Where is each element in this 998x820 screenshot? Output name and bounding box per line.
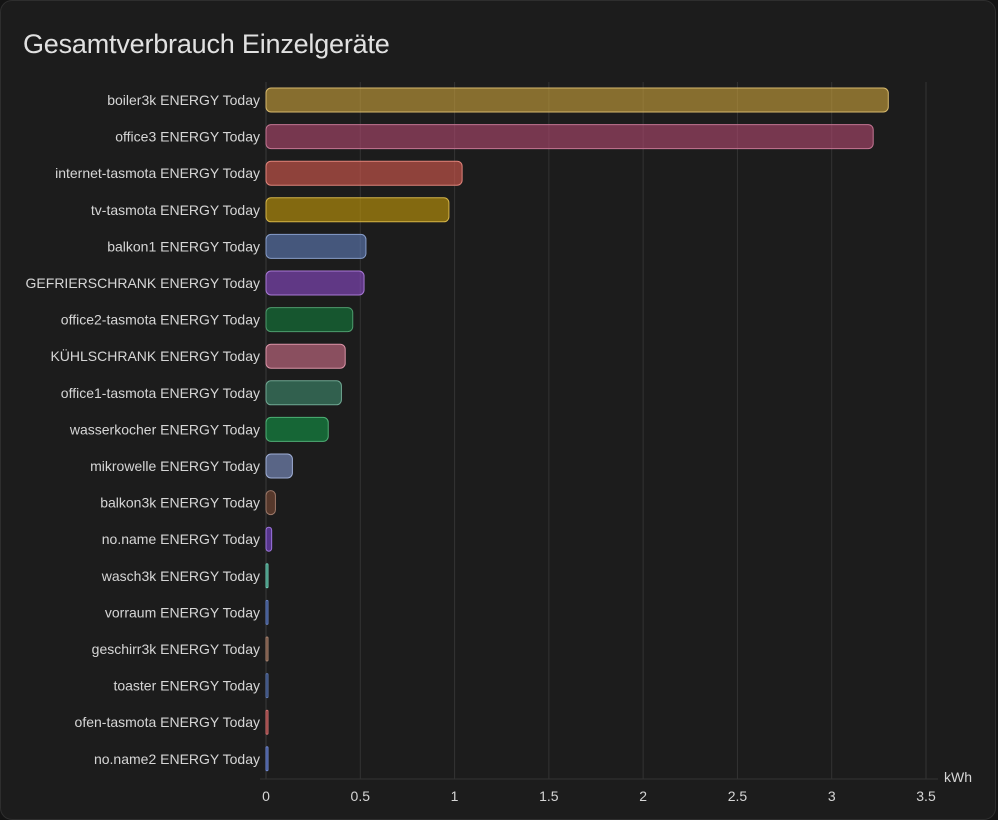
category-label: KÜHLSCHRANK ENERGY Today xyxy=(50,347,260,364)
bar xyxy=(265,709,269,735)
x-tick-label: 0.5 xyxy=(351,788,371,804)
category-label: geschirr3k ENERGY Today xyxy=(92,641,260,657)
category-label: internet-tasmota ENERGY Today xyxy=(55,165,260,181)
x-tick-label: 2 xyxy=(639,788,647,804)
category-label: boiler3k ENERGY Today xyxy=(107,92,260,108)
bar xyxy=(265,416,329,442)
category-label: wasch3k ENERGY Today xyxy=(101,568,260,584)
grid-lines xyxy=(260,82,938,780)
category-label: no.name2 ENERGY Today xyxy=(94,751,260,767)
category-label: no.name ENERGY Today xyxy=(102,531,260,547)
category-label: balkon3k ENERGY Today xyxy=(100,495,260,511)
x-tick-label: 2.5 xyxy=(728,788,748,804)
x-tick-label: 1 xyxy=(451,788,459,804)
bar xyxy=(265,87,889,113)
bar xyxy=(265,526,273,552)
x-tick-label: 1.5 xyxy=(539,788,559,804)
category-label: GEFRIERSCHRANK ENERGY Today xyxy=(26,275,260,291)
category-labels: boiler3k ENERGY Today office3 ENERGY Toda… xyxy=(26,92,260,767)
bar xyxy=(265,636,269,662)
bar xyxy=(265,270,365,296)
x-axis-unit-label: kWh xyxy=(944,769,972,785)
category-label: vorraum ENERGY Today xyxy=(105,604,260,620)
category-label: ofen-tasmota ENERGY Today xyxy=(75,714,260,730)
bar xyxy=(265,453,293,479)
category-label: balkon1 ENERGY Today xyxy=(107,238,260,254)
category-label: office1-tasmota ENERGY Today xyxy=(61,385,260,401)
bar xyxy=(265,124,874,150)
bar xyxy=(265,490,276,516)
bar xyxy=(265,563,269,589)
bar xyxy=(265,197,450,223)
bars xyxy=(265,87,889,772)
x-tick-labels: 0 0.5 1 1.5 2 2.5 3 3.5 xyxy=(262,788,936,804)
category-label: toaster ENERGY Today xyxy=(113,678,260,694)
x-tick-label: 3.5 xyxy=(916,788,936,804)
bar xyxy=(265,233,367,259)
bar xyxy=(265,307,354,333)
bar xyxy=(265,673,269,699)
bar xyxy=(265,160,463,186)
category-label: wasserkocher ENERGY Today xyxy=(69,421,260,437)
bar xyxy=(265,599,269,625)
bar xyxy=(265,343,346,369)
category-label: office2-tasmota ENERGY Today xyxy=(61,312,260,328)
x-tick-label: 3 xyxy=(828,788,836,804)
bar xyxy=(265,380,342,406)
category-label: tv-tasmota ENERGY Today xyxy=(91,202,260,218)
card-title: Gesamtverbrauch Einzelgeräte xyxy=(23,29,390,59)
bar xyxy=(265,746,269,772)
x-tick-label: 0 xyxy=(262,788,270,804)
category-label: office3 ENERGY Today xyxy=(115,129,260,145)
category-label: mikrowelle ENERGY Today xyxy=(90,458,260,474)
